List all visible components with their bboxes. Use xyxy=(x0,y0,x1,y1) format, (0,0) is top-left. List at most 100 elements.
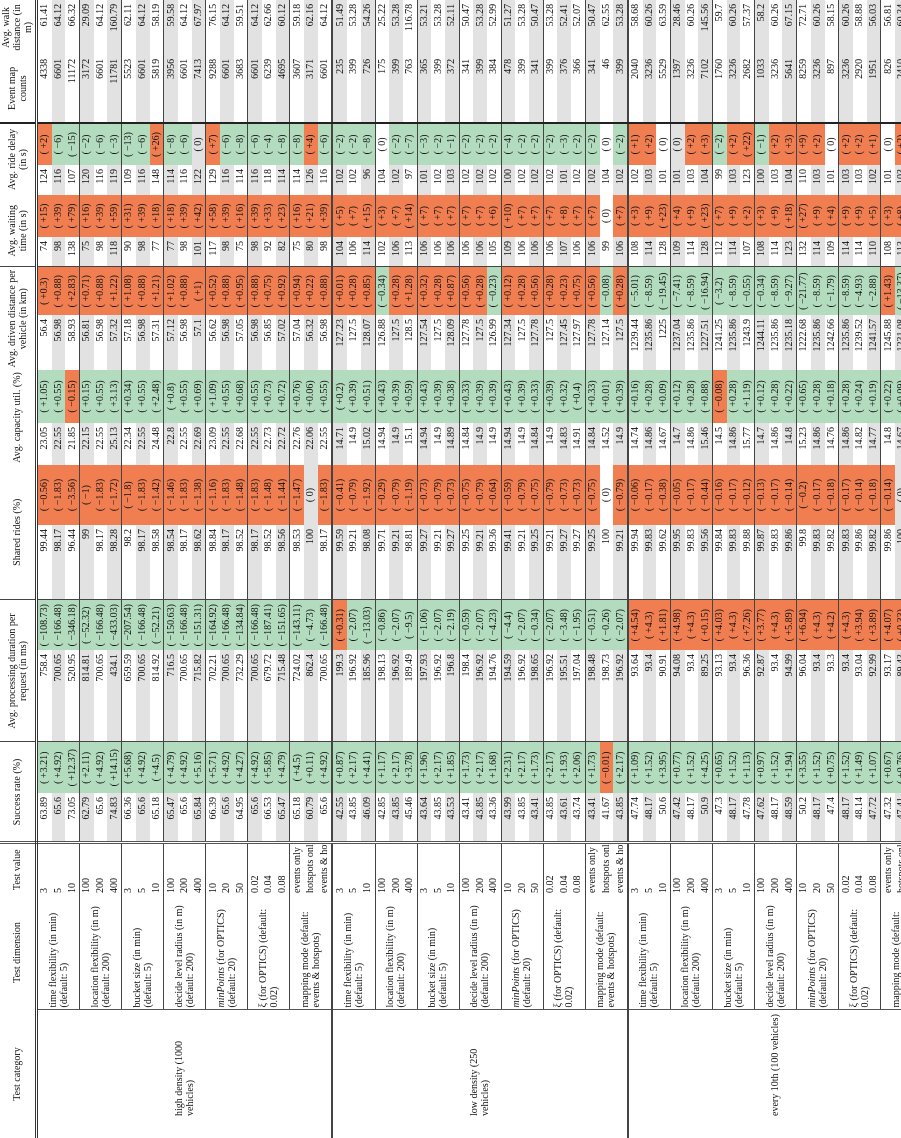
ride-delay-value: 116 xyxy=(219,164,234,195)
capacity-util-delta: +0.88 xyxy=(698,369,713,423)
shared-rides-delta: −1.83 xyxy=(93,464,108,525)
event-map-counts-value: 376 xyxy=(557,54,572,123)
processing-duration-delta: −9.5 xyxy=(402,599,418,650)
waiting-time-delta: +7 xyxy=(473,194,487,237)
driven-distance-delta: −8.59 xyxy=(642,266,657,315)
processing-duration-delta: +4.03 xyxy=(712,599,727,650)
walk-distance-value: 58.68 xyxy=(627,0,643,55)
capacity-util-value: 15.77 xyxy=(741,426,753,450)
driven-distance-delta: +0.56 xyxy=(585,266,600,315)
success-rate-delta: +2.17 xyxy=(613,741,628,793)
ride-delay-value: 100 xyxy=(754,164,769,195)
capacity-util-value: 22.06 xyxy=(304,422,318,465)
processing-duration-value: 92.99 xyxy=(866,649,881,742)
walk-distance-value: 53.28 xyxy=(613,0,628,55)
capacity-util-value: 22.55 xyxy=(219,422,234,465)
waiting-time-delta: +9 xyxy=(642,194,657,237)
event-map-counts-value: 2920 xyxy=(852,54,867,123)
success-rate-delta: +2.31 xyxy=(501,741,516,793)
waiting-time-value: 114 xyxy=(360,236,375,267)
capacity-util-delta: +1.05 xyxy=(36,369,52,423)
driven-distance-value: 1235.86 xyxy=(685,318,697,352)
success-rate-delta: +2.17 xyxy=(515,741,530,793)
capacity-util-delta: +0.39 xyxy=(473,369,487,423)
ride-delay-delta: −4 xyxy=(262,122,276,165)
test-value-cell: 5 xyxy=(135,843,150,895)
driven-distance-delta: +0.28 xyxy=(431,266,445,315)
ride-delay-value: 129 xyxy=(205,164,220,195)
success-rate-value: 47.78 xyxy=(741,797,753,820)
test-dimension-cell: bucket size (in min) (default: 5) xyxy=(417,895,460,1010)
waiting-time-value: 98 xyxy=(317,236,333,267)
shared-rides-value: 98.52 xyxy=(233,524,248,600)
walk-distance-value: 29.09 xyxy=(79,0,94,55)
driven-distance-value: 57.12 xyxy=(163,314,178,370)
shared-rides-delta: −0.14 xyxy=(782,464,797,525)
processing-duration-delta: −0.51 xyxy=(585,599,600,650)
shared-rides-delta: −1.48 xyxy=(262,464,276,525)
driven-distance-value: 1235.86 xyxy=(770,318,782,352)
driven-distance-value: 1241.25 xyxy=(712,314,727,370)
processing-duration-value: 700.65 xyxy=(135,649,150,742)
processing-duration-delta: −52.32 xyxy=(79,599,94,650)
success-rate-value: 65.6 xyxy=(319,797,331,815)
shared-rides-delta: −0.79 xyxy=(389,464,403,525)
processing-duration-value: 732.29 xyxy=(233,649,248,742)
capacity-util-delta: +0.28 xyxy=(642,369,657,423)
success-rate-delta: +4.92 xyxy=(51,741,66,793)
success-rate-value: 42.55 xyxy=(332,793,348,843)
waiting-time-value: 98 xyxy=(219,236,234,267)
capacity-util-delta: +0.28 xyxy=(726,369,741,423)
waiting-time-value: 114 xyxy=(768,236,783,267)
test-value-cell: 200 xyxy=(684,843,699,895)
success-rate-delta: +0.77 xyxy=(670,741,685,793)
test-value-cell: 0.08 xyxy=(275,843,290,895)
ride-delay-value: 114 xyxy=(234,168,246,184)
ride-delay-delta: +2 xyxy=(642,122,657,165)
shared-rides-delta: −0.73 xyxy=(417,464,432,525)
ride-delay-delta: −3 xyxy=(417,122,432,165)
capacity-util-delta: +0.39 xyxy=(515,369,530,423)
driven-distance-delta: −16.94 xyxy=(698,266,713,315)
processing-duration-value: 196.92 xyxy=(515,649,530,742)
ride-delay-delta: −2 xyxy=(529,122,544,165)
table-row: location flexibility (in m) (default: 20… xyxy=(79,0,122,1138)
waiting-time-value: 109 xyxy=(501,236,516,267)
waiting-time-value: 98 xyxy=(177,236,192,267)
waiting-time-value: 110 xyxy=(866,236,881,267)
test-value-cell: 100 xyxy=(459,843,474,895)
walk-distance-value: 50.47 xyxy=(459,0,474,55)
test-value-cell: hotspots only xyxy=(304,843,318,895)
processing-duration-delta: −166.48 xyxy=(219,599,234,650)
driven-distance-value: 1222.68 xyxy=(796,314,811,370)
capacity-util-delta: +1.19 xyxy=(740,369,755,423)
waiting-time-delta: +15 xyxy=(36,194,52,237)
test-value-cell: hotspots only xyxy=(894,843,901,895)
driven-distance-value: 127.54 xyxy=(417,314,432,370)
ride-delay-delta: −2 xyxy=(712,122,727,165)
driven-distance-delta: +0.95 xyxy=(233,266,248,315)
event-map-counts-value: 726 xyxy=(360,54,375,123)
table-row: minPoints (for OPTICS) (default: 20) 10 50… xyxy=(796,0,839,1138)
processing-duration-value: 196.92 xyxy=(347,649,361,742)
driven-distance-value: 1244.11 xyxy=(754,314,769,370)
processing-duration-delta: −1.06 xyxy=(417,599,432,650)
walk-distance-value: 52.07 xyxy=(572,3,584,27)
event-map-counts-value: 11172 xyxy=(65,54,80,123)
dimension-label-italic: minPoints xyxy=(511,966,523,1008)
processing-duration-delta: −166.48 xyxy=(51,599,66,650)
shared-rides-delta: −0.18 xyxy=(866,464,881,525)
driven-distance-value: 127.5 xyxy=(473,314,487,370)
ride-delay-delta: −6 xyxy=(93,122,108,165)
table-row: ξ (for OPTICS) (default: 0.02)0.0265.6+4… xyxy=(247,0,290,1138)
ride-delay-delta: −2 xyxy=(585,122,600,165)
success-rate-delta: +4.25 xyxy=(698,741,713,793)
driven-distance-value: 127.23 xyxy=(332,314,348,370)
shared-rides-delta: −0.38 xyxy=(656,464,671,525)
capacity-util-value: 14.84 xyxy=(459,422,474,465)
ride-delay-delta: −6 xyxy=(317,122,333,165)
test-value-cell: 200 xyxy=(768,843,783,895)
shared-rides-value: 100 xyxy=(599,524,614,600)
capacity-util-value: 22.55 xyxy=(319,426,331,450)
table-row: location flexibility (in m) (default: 20… xyxy=(375,0,418,1138)
